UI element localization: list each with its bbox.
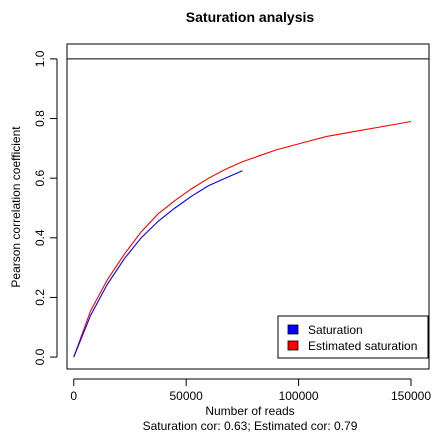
legend: Saturation Estimated saturation [277,315,429,359]
series-line-estimated-saturation [73,120,412,358]
y-tick-label: 1.0 [33,50,47,67]
y-tick-label: 0.4 [33,229,47,246]
x-tick-label: 150000 [391,389,431,403]
y-tick-label: 0.2 [33,289,47,306]
series-line-saturation [73,170,243,358]
series-layer [73,120,412,358]
legend-label-estimated-saturation: Estimated saturation [308,339,417,353]
x-axis: 0 50000 100000 150000 [70,378,431,403]
y-tick-label: 0.6 [33,170,47,187]
y-axis: 0.0 0.2 0.4 0.6 0.8 1.0 [33,50,58,365]
y-tick-label: 0.0 [33,348,47,365]
x-axis-subtitle: Saturation cor: 0.63; Estimated cor: 0.7… [143,419,358,433]
legend-swatch-estimated-saturation [287,340,299,351]
x-axis-label: Number of reads [205,404,294,418]
y-tick-label: 0.8 [33,110,47,127]
legend-box [277,315,429,359]
x-tick-label: 0 [70,389,77,403]
chart-title: Saturation analysis [186,9,315,25]
legend-label-saturation: Saturation [308,323,363,337]
legend-swatch-saturation [287,324,299,335]
x-tick-label: 50000 [169,389,203,403]
x-tick-label: 100000 [279,389,319,403]
y-axis-label: Pearson correlation coefficient [9,126,23,288]
plot-frame [66,43,430,370]
